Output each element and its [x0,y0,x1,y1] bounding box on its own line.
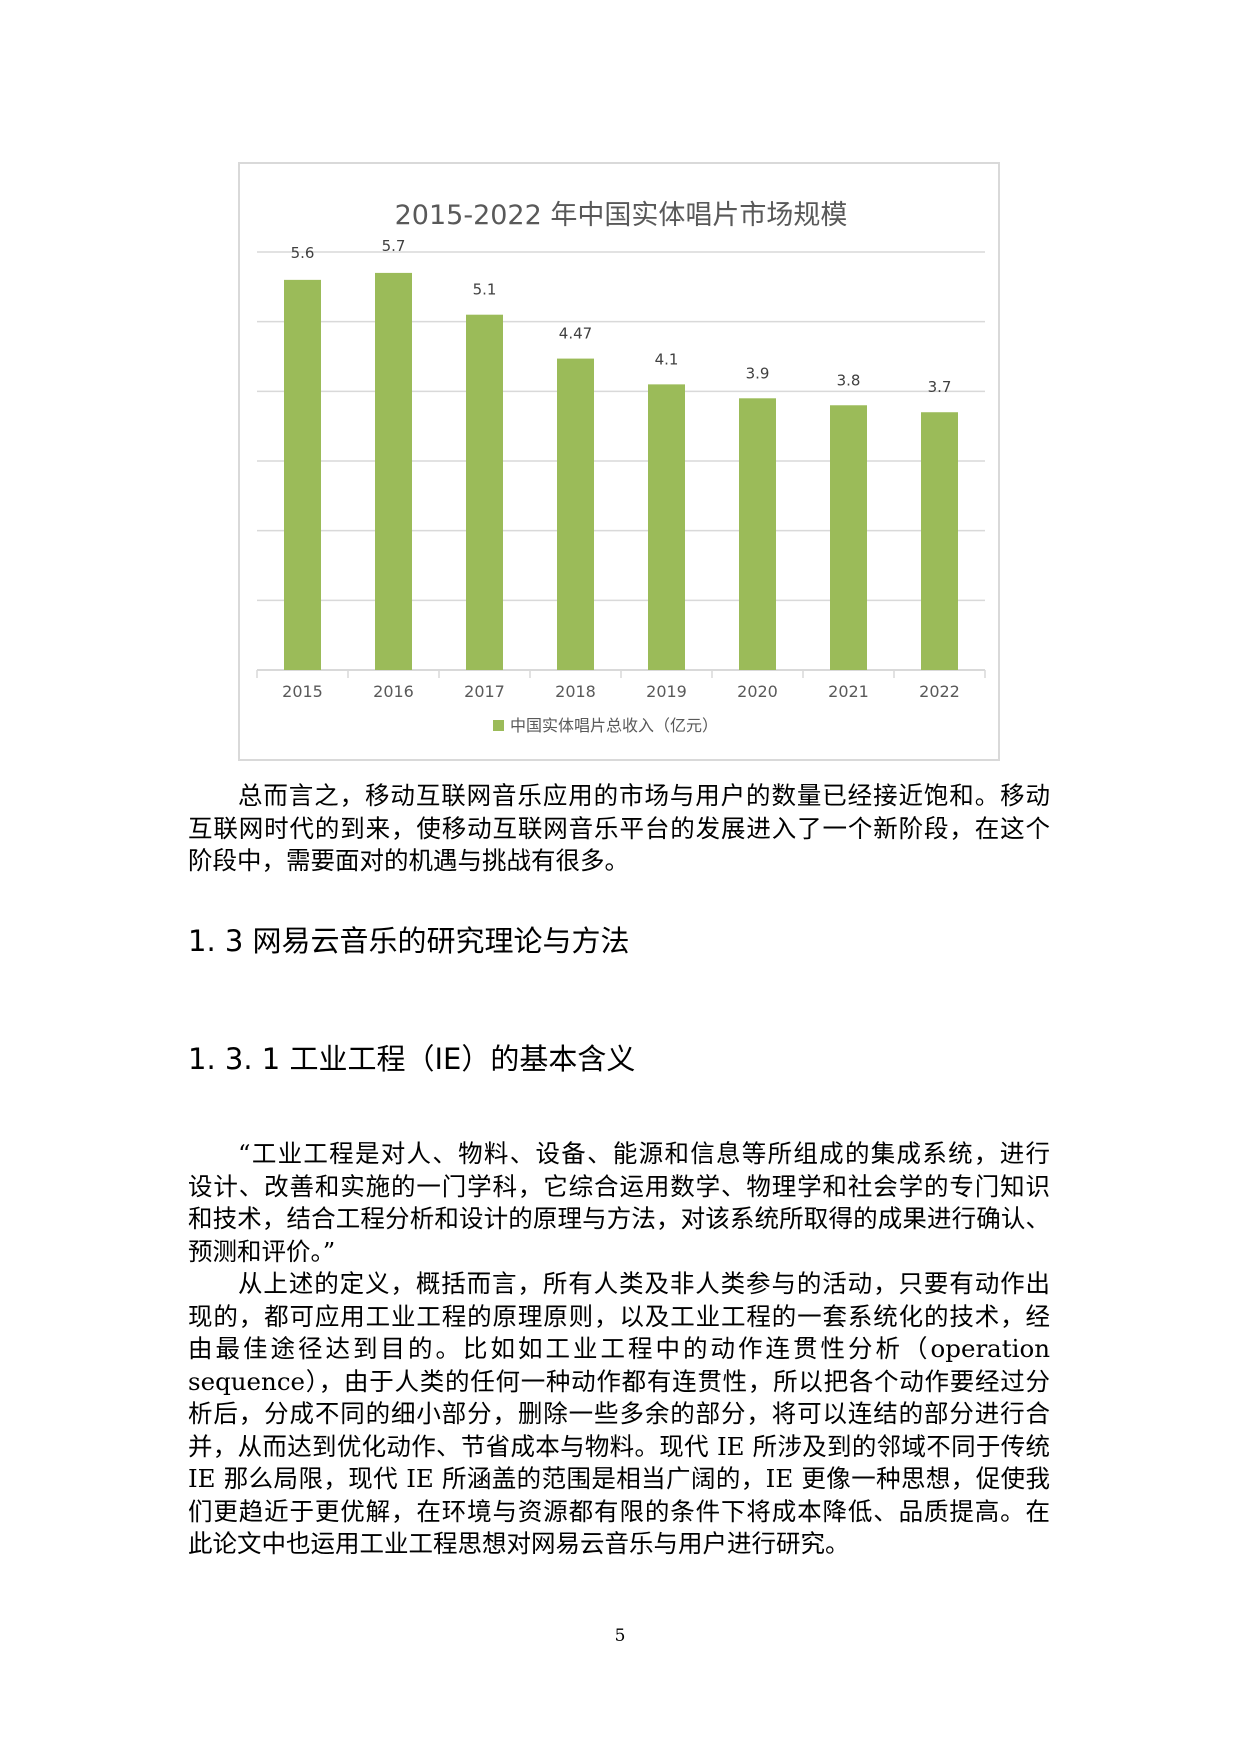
legend-label: 中国实体唱片总收入（亿元） [510,716,718,735]
paragraph-ie-application-line: 们更趋近于更优解，在环境与资源都有限的条件下将成本降低、品质提高。在 [188,1496,1050,1526]
data-label: 4.47 [559,325,592,343]
data-label: 5.1 [473,281,497,299]
x-tick-label: 2021 [828,682,869,701]
x-tick-label: 2022 [919,682,960,701]
paragraph-ie-definition-line: “工业工程是对人、物料、设备、能源和信息等所组成的集成系统，进行 [238,1139,1050,1168]
paragraph-ie-definition-line: 预测和评价。” [188,1236,336,1266]
x-tick-label: 2020 [737,682,778,701]
chart-legend: 中国实体唱片总收入（亿元） [493,716,718,735]
paragraph-ie-application-line: IE 那么局限，现代 IE 所涵盖的范围是相当广阔的，IE 更像一种思想，促使我 [188,1464,1050,1493]
data-label: 4.1 [655,350,679,368]
paragraph-summary-line: 阶段中，需要面对的机遇与挑战有很多。 [188,846,629,875]
paragraph-ie-application-line: 并，从而达到优化动作、节省成本与物料。现代 IE 所涉及到的邻域不同于传统 [188,1431,1050,1461]
bar-2022 [921,412,958,670]
paragraph-ie-application-line: 由最佳途径达到目的。比如如工业工程中的动作连贯性分析（operation [188,1334,1050,1363]
x-tick-label: 2019 [646,682,687,701]
bar-chart: 2015-2022 年中国实体唱片市场规模 5.6 2015 5.7 2016 5.1 2… [238,162,1000,761]
paragraph-ie-definition-line: 和技术，结合工程分析和设计的原理与方法，对该系统所取得的成果进行确认、 [188,1204,1050,1233]
legend-swatch [493,720,504,731]
paragraph-ie-application-line: sequence），由于人类的任何一种动作都有连贯性，所以把各个动作要经过分 [188,1366,1050,1396]
data-label: 3.9 [746,364,770,382]
paragraph-summary-line: 总而言之，移动互联网音乐应用的市场与用户的数量已经接近饱和。移动 [238,781,1050,810]
paragraph-ie-application-line: 析后，分成不同的细小部分，删除一些多余的部分，将可以连结的部分进行合 [188,1399,1050,1428]
data-label: 5.6 [291,244,315,262]
section-heading-1-3: 1. 3 网易云音乐的研究理论与方法 [188,924,630,958]
data-label: 5.7 [382,237,406,255]
bar-2019 [648,384,685,670]
bar-2017 [466,314,503,670]
bar-2020 [739,398,776,670]
chart-title: 2015-2022 年中国实体唱片市场规模 [395,200,848,231]
bar-2015 [284,279,321,670]
x-tick-label: 2017 [464,682,505,701]
paragraph-ie-application-line: 从上述的定义，概括而言，所有人类及非人类参与的活动，只要有动作出 [238,1269,1050,1298]
paragraph-ie-definition-line: 设计、改善和实施的一门学科，它综合运用数学、物理学和社会学的专门知识 [188,1171,1050,1201]
x-tick-label: 2015 [282,682,323,701]
page-number: 5 [614,1626,626,1646]
x-tick-label: 2018 [555,682,596,701]
section-heading-1-3-1: 1. 3. 1 工业工程（IE）的基本含义 [188,1042,636,1076]
bar-2021 [830,405,867,670]
bar-2016 [375,272,412,670]
chart-canvas: 2015-2022 年中国实体唱片市场规模 5.6 2015 5.7 2016 5.1 2… [256,200,986,735]
paragraph-summary-line: 互联网时代的到来，使移动互联网音乐平台的发展进入了一个新阶段，在这个 [188,813,1050,843]
paragraph-ie-application-line: 此论文中也运用工业工程思想对网易云音乐与用户进行研究。 [188,1529,850,1558]
paragraph-ie-application-line: 现的，都可应用工业工程的原理原则，以及工业工程的一套系统化的技术，经 [188,1301,1050,1331]
x-tick-label: 2016 [373,682,414,701]
data-label: 3.7 [928,378,952,396]
data-label: 3.8 [837,371,861,389]
bar-2018 [557,358,594,670]
